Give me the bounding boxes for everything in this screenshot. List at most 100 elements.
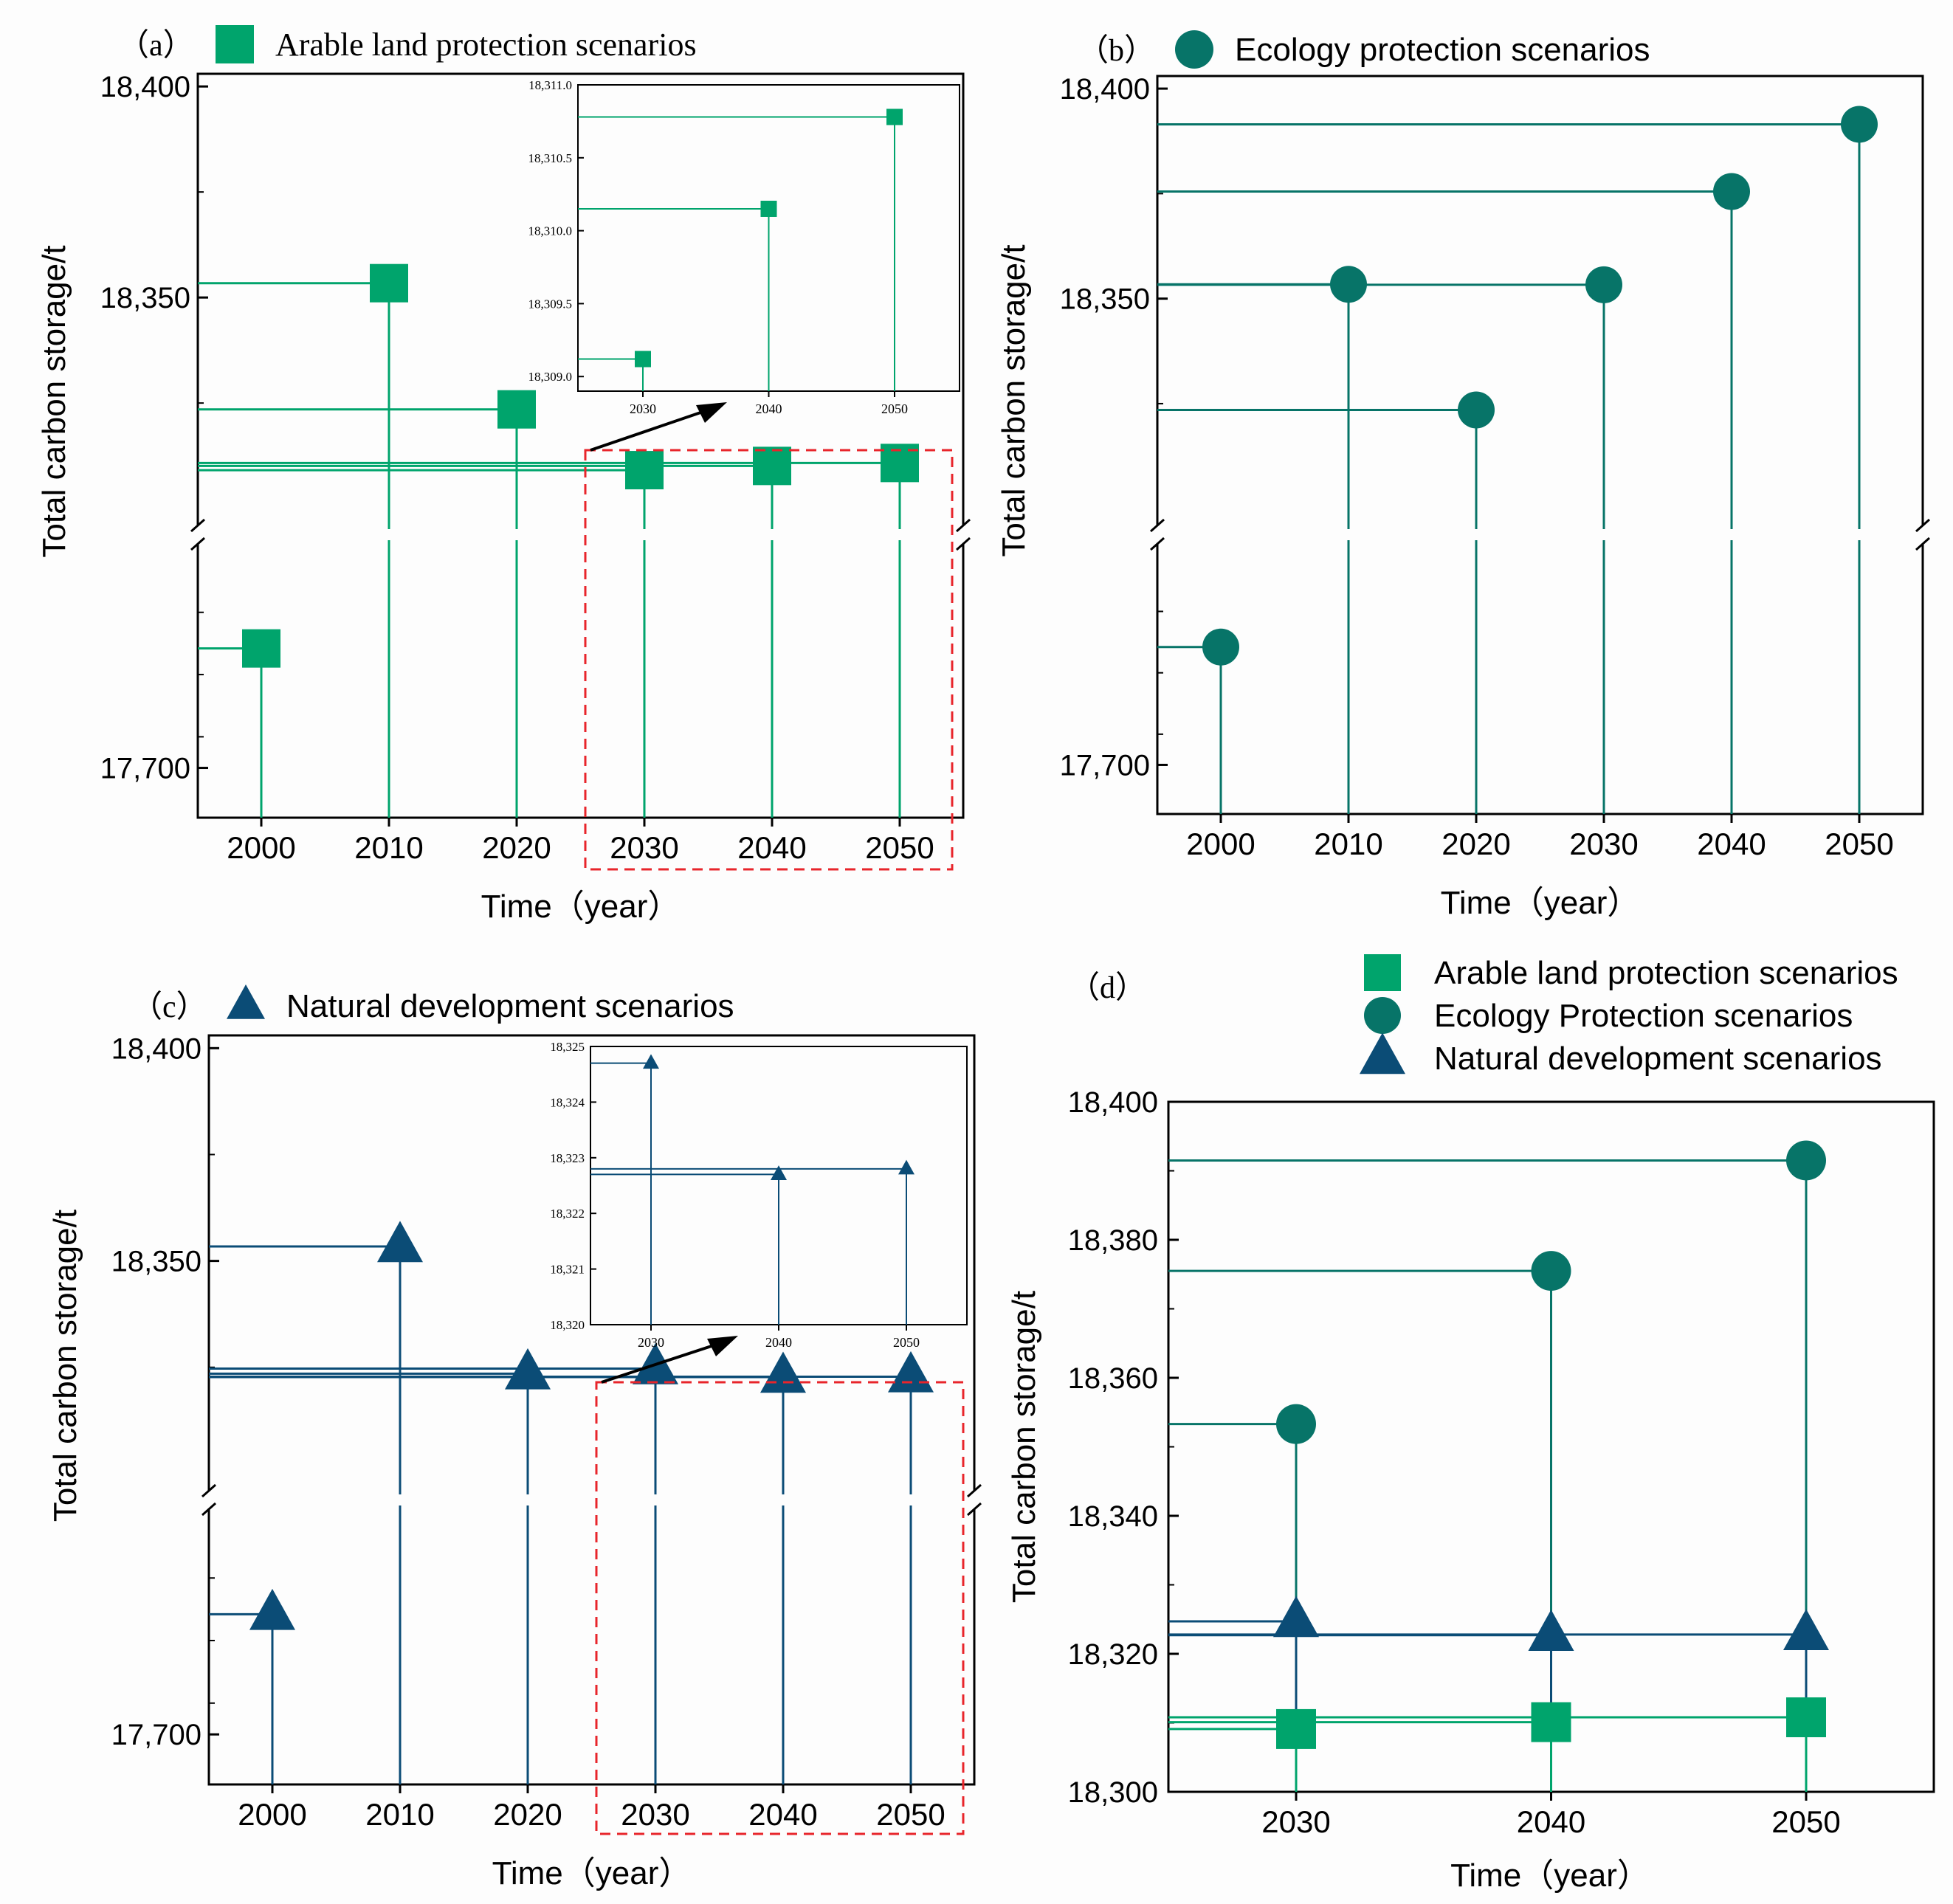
- inset-y-tick-label: 18,321: [550, 1263, 585, 1277]
- inset-y-tick-label: 18,320: [550, 1318, 585, 1332]
- inset-data-point-2050: [886, 108, 903, 125]
- legend-marker: [1175, 30, 1213, 69]
- data-point-square-2050: [1786, 1697, 1826, 1738]
- inset-x-tick-label: 2050: [893, 1335, 920, 1350]
- y-tick-label: 18,400: [111, 1032, 202, 1065]
- y-tick-label: 18,350: [1060, 283, 1150, 316]
- data-point-2000: [242, 629, 280, 668]
- inset-x-tick-label: 2030: [638, 1335, 664, 1350]
- data-point-circle-2050: [1786, 1140, 1826, 1181]
- axis-break-mark: [956, 537, 971, 551]
- legend-marker: [216, 25, 254, 63]
- data-point-square-2040: [1531, 1702, 1571, 1742]
- panel-label: （a）: [118, 29, 194, 63]
- x-tick-label: 2010: [354, 830, 423, 865]
- y-tick-label: 18,350: [111, 1246, 202, 1278]
- inset-y-tick-label: 18,309.0: [528, 370, 573, 384]
- axis-break-mark: [1150, 537, 1165, 551]
- data-point-2010: [377, 1221, 423, 1263]
- inset-x-tick-label: 2030: [630, 401, 656, 416]
- inset-y-tick-label: 18,324: [550, 1095, 585, 1109]
- x-tick-label: 2040: [1697, 827, 1766, 861]
- axis-break-mark: [190, 518, 205, 533]
- inset-x-tick-label: 2050: [881, 401, 908, 416]
- data-point-2040: [760, 1351, 806, 1393]
- x-tick-label: 2000: [227, 830, 295, 865]
- zoom-arrow: [590, 410, 706, 452]
- x-tick-label: 2020: [1442, 827, 1510, 861]
- inset-chart: 18,320 18,321 18,322 18,323 18,324 18,325 2030…: [550, 1040, 968, 1350]
- x-tick-label: 2040: [1517, 1804, 1585, 1839]
- legend-label: Arable land protection scenarios: [1434, 955, 1898, 991]
- axis-break-mark: [967, 1502, 982, 1517]
- x-axis-title: Time（year）: [492, 1855, 692, 1891]
- panel-label: （c）: [131, 990, 207, 1024]
- data-point-circle-2040: [1531, 1251, 1571, 1291]
- y-tick-label: 18,400: [1060, 73, 1150, 106]
- inset-y-tick-label: 18,310.0: [528, 224, 573, 238]
- legend-label: Ecology Protection scenarios: [1434, 998, 1853, 1034]
- inset-y-tick-label: 18,310.5: [528, 151, 573, 165]
- zoom-arrow-head: [696, 402, 727, 423]
- x-tick-label: 2030: [610, 830, 678, 865]
- x-tick-label: 2050: [1771, 1804, 1840, 1839]
- y-tick-label: 18,340: [1068, 1500, 1158, 1533]
- panel-c: 18,400 18,350 17,700 2000 2010 2020 2030 2040 20…: [47, 984, 982, 1891]
- legend-label: Natural development scenarios: [286, 988, 734, 1024]
- axis-break-mark: [1915, 518, 1930, 533]
- data-point-circle-2030: [1276, 1404, 1316, 1444]
- inset-y-tick-label: 18,325: [550, 1040, 585, 1054]
- y-tick-label: 18,360: [1068, 1362, 1158, 1395]
- panel-label: （d）: [1069, 971, 1146, 1005]
- inset-y-tick-label: 18,323: [550, 1151, 585, 1165]
- inset-data-point-2030: [643, 1054, 659, 1069]
- data-point-2040: [753, 446, 791, 486]
- x-tick-label: 2050: [1825, 827, 1893, 861]
- x-tick-label: 2020: [482, 830, 551, 865]
- axis-break-mark: [956, 518, 971, 533]
- highlight-box: [584, 449, 954, 871]
- axis-break-mark: [202, 1483, 216, 1498]
- x-axis-title: Time（year）: [481, 889, 681, 925]
- y-axis-title: Total carbon storage/t: [1006, 1291, 1042, 1603]
- x-tick-label: 2000: [238, 1797, 306, 1832]
- inset-y-tick-label: 18,309.5: [528, 297, 573, 311]
- panel-a: 18,400 18,350 17,700 2000 2010 2020 2030 2040 20…: [36, 25, 971, 925]
- y-tick-label: 17,700: [100, 753, 190, 785]
- data-point-2030: [625, 451, 664, 490]
- x-tick-label: 2020: [493, 1797, 562, 1832]
- axis-break-mark: [190, 537, 205, 551]
- data-point-square-2030: [1276, 1708, 1316, 1749]
- axis-break-mark: [967, 1483, 982, 1498]
- data-point-2040: [1713, 173, 1750, 210]
- inset-data-point-2040: [771, 1165, 787, 1180]
- data-point-2020: [505, 1348, 551, 1390]
- y-tick-label: 18,400: [100, 71, 190, 103]
- plot-frame: [207, 1034, 976, 1786]
- data-point-2000: [249, 1588, 295, 1630]
- data-point-2000: [1202, 628, 1239, 666]
- y-tick-label: 18,380: [1068, 1224, 1158, 1257]
- axis-break-mark: [202, 1502, 216, 1517]
- data-point-2030: [1585, 266, 1622, 303]
- x-tick-label: 2010: [1314, 827, 1382, 861]
- axis-break-mark: [1150, 518, 1165, 533]
- inset-data-point-2030: [635, 351, 651, 368]
- data-point-2010: [370, 263, 408, 303]
- y-axis-title: Total carbon storage/t: [36, 245, 72, 557]
- x-tick-label: 2030: [1569, 827, 1638, 861]
- data-point-2050: [888, 1351, 934, 1393]
- x-axis-title: Time（year）: [1450, 1858, 1650, 1894]
- zoom-arrow: [601, 1343, 717, 1384]
- y-tick-label: 18,300: [1068, 1776, 1158, 1809]
- y-axis-title: Total carbon storage/t: [996, 244, 1032, 556]
- legend-marker: [1364, 997, 1401, 1034]
- data-point-triangle-2040: [1528, 1610, 1574, 1651]
- x-axis-title: Time（year）: [1441, 885, 1640, 921]
- inset-y-tick-label: 18,322: [550, 1207, 585, 1221]
- data-point-2020: [497, 390, 536, 429]
- panel-b: 18,400 18,350 17,700 2000 2010 2020 2030 2040 20…: [996, 30, 1930, 921]
- y-axis-title: Total carbon storage/t: [47, 1210, 83, 1522]
- x-tick-label: 2030: [621, 1797, 689, 1832]
